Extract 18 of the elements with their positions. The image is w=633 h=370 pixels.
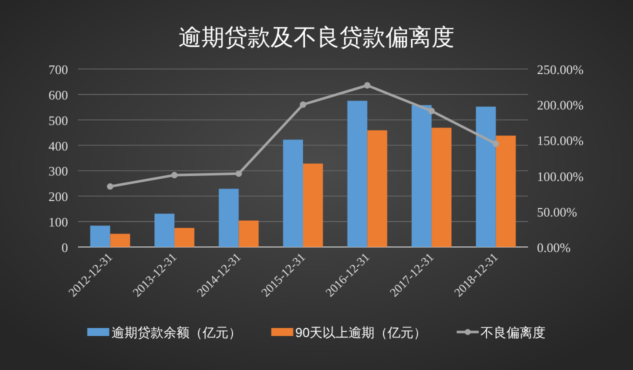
y2-tick-label: 250.00%	[537, 62, 584, 77]
y-tick-label: 500	[48, 112, 68, 128]
legend-label: 90天以上逾期（亿元）	[295, 325, 427, 340]
y-tick-label: 400	[48, 138, 68, 154]
chart-title: 逾期贷款及不良贷款偏离度	[178, 24, 454, 50]
y2-tick-label: 0.00%	[537, 240, 571, 255]
y2-tick-label: 50.00%	[537, 204, 578, 220]
y2-tick-label: 200.00%	[537, 98, 584, 113]
y-tick-label: 100	[48, 214, 68, 230]
y-tick-label: 700	[48, 62, 68, 77]
y2-tick-label: 150.00%	[537, 133, 584, 148]
y-tick-label: 200	[48, 189, 68, 204]
legend-label: 逾期贷款余额（亿元）	[111, 325, 242, 340]
y-tick-label: 600	[48, 87, 68, 102]
legend-label: 不良偏离度	[480, 325, 546, 340]
y2-tick-label: 100.00%	[537, 168, 584, 184]
y-tick-label: 0	[62, 240, 68, 255]
y-tick-label: 300	[48, 164, 68, 179]
